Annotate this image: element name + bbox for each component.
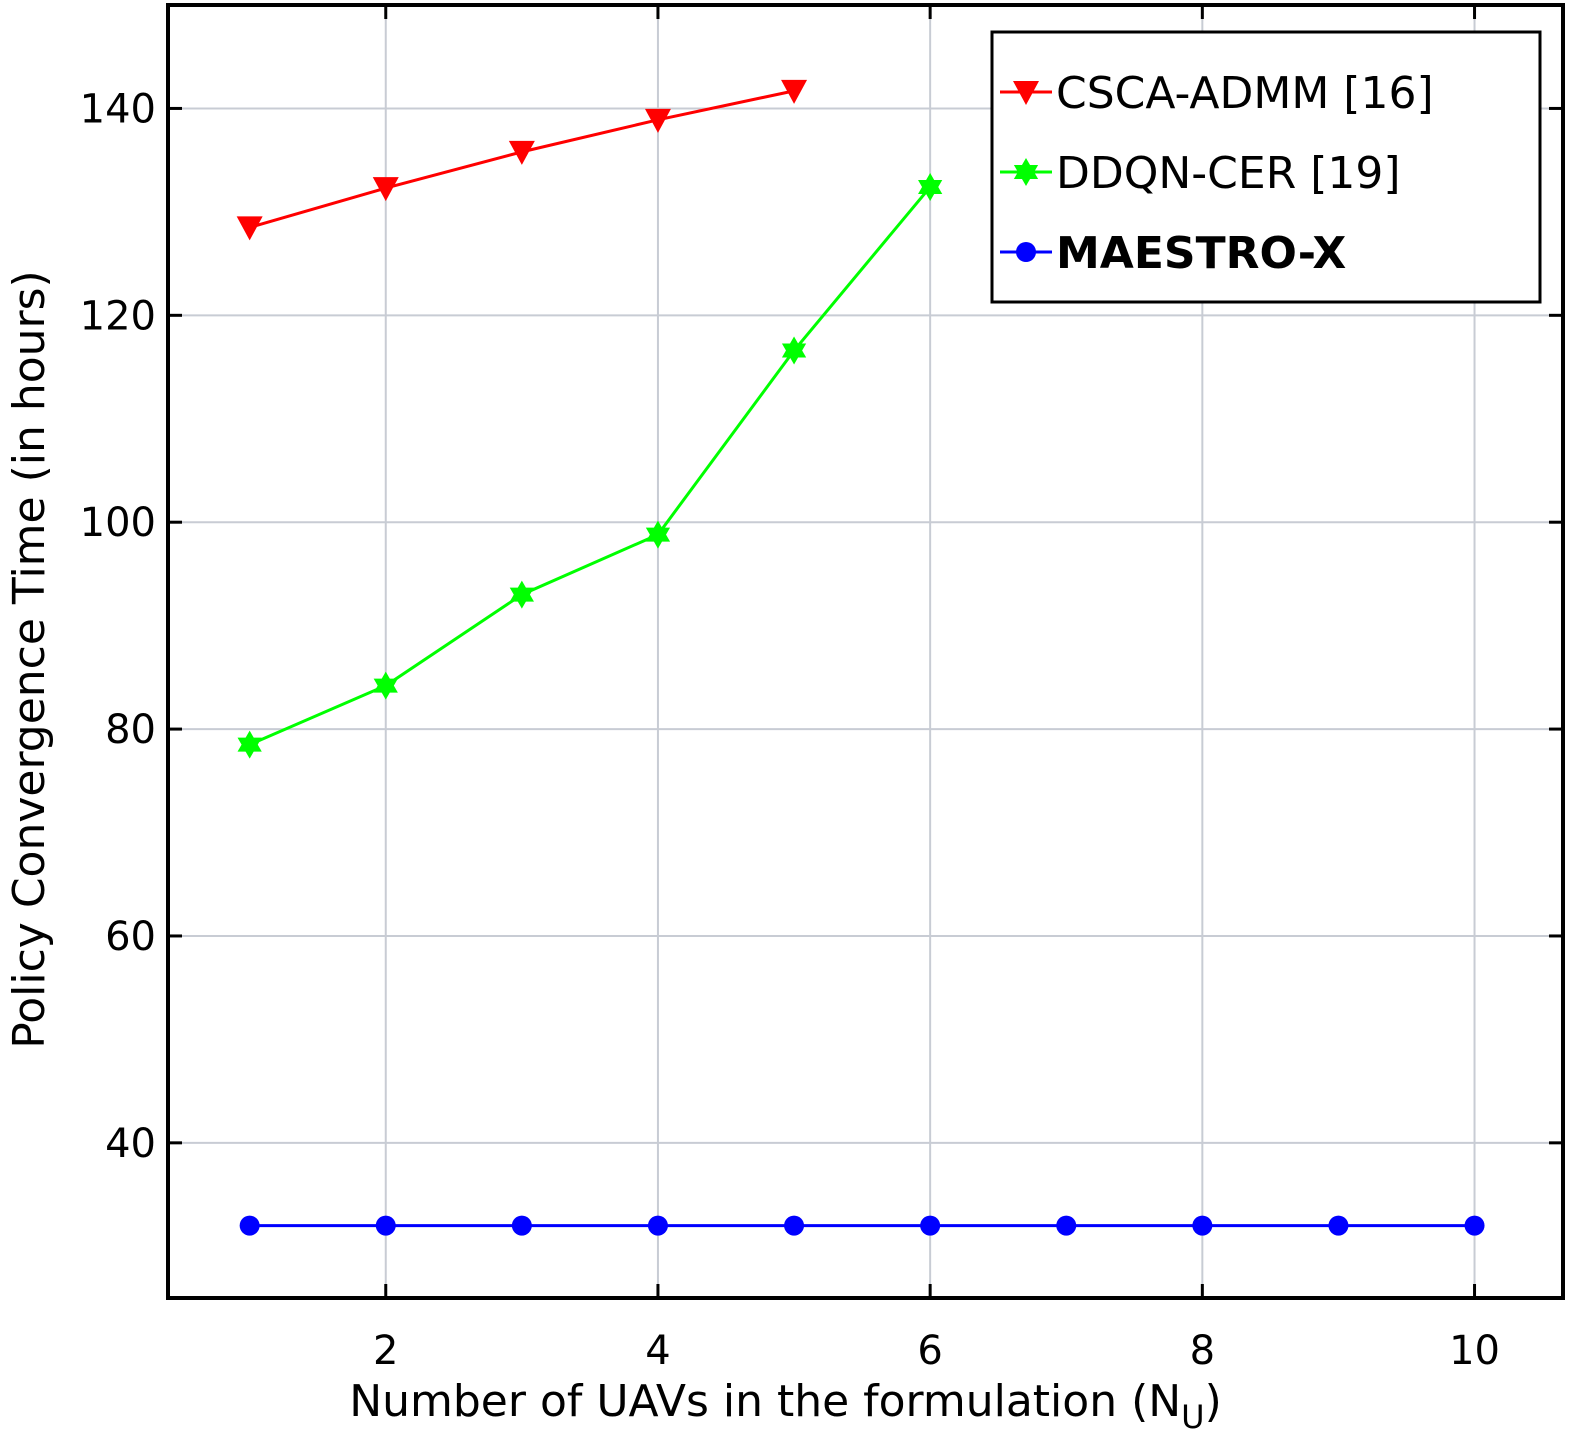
- series-layer: [236, 79, 1485, 1236]
- legend-label: CSCA-ADMM [16]: [1056, 68, 1434, 119]
- data-point: [373, 678, 398, 700]
- legend-box: [990, 30, 1542, 304]
- y-axis-title: Policy Convergence Time (in hours): [4, 270, 55, 1048]
- data-point: [781, 343, 807, 365]
- series-line: [249, 186, 932, 746]
- x-axis-title-subscript: U: [1181, 1398, 1204, 1434]
- y-tick-label: 60: [105, 914, 156, 960]
- y-tick-label: 80: [105, 707, 156, 753]
- data-point: [1328, 1215, 1349, 1236]
- data-point: [784, 1215, 805, 1236]
- data-point: [645, 527, 671, 549]
- data-point: [918, 180, 943, 202]
- data-point: [781, 79, 808, 104]
- data-point: [239, 1215, 260, 1236]
- legend-marker: [1013, 165, 1039, 186]
- legend-item: CSCA-ADMM [16]: [1000, 68, 1434, 119]
- data-point: [372, 177, 399, 202]
- series-1: [236, 79, 808, 241]
- x-tick-label: 2: [373, 1328, 398, 1374]
- data-point: [375, 1215, 396, 1236]
- series-2: [237, 173, 943, 759]
- data-point: [237, 737, 262, 759]
- plot-area-frame: [166, 3, 1565, 1300]
- y-tick-label: 100: [80, 500, 156, 546]
- legend-item: DDQN-CER [19]: [1000, 148, 1401, 199]
- data-point: [509, 587, 534, 609]
- legend-item: MAESTRO-X: [1000, 228, 1346, 279]
- legend-marker: [1013, 81, 1039, 105]
- x-tick-label: 6: [917, 1328, 942, 1374]
- data-point: [511, 1215, 532, 1236]
- data-point: [236, 216, 263, 241]
- x-tick-label: 4: [645, 1328, 670, 1374]
- data-point: [1464, 1215, 1485, 1236]
- x-axis-title-main: Number of UAVs in the formulation (N: [349, 1376, 1181, 1427]
- data-point: [644, 108, 671, 133]
- x-tick-label: 10: [1449, 1328, 1500, 1374]
- x-axis-title: Number of UAVs in the formulation (NU): [349, 1376, 1222, 1434]
- data-point: [508, 140, 535, 165]
- y-tick-label: 40: [105, 1121, 156, 1167]
- legend-label: MAESTRO-X: [1056, 228, 1346, 279]
- data-point: [920, 1215, 941, 1236]
- data-point: [1056, 1215, 1077, 1236]
- series-3: [239, 1215, 1485, 1236]
- y-tick-label: 120: [80, 293, 156, 339]
- data-point: [1192, 1215, 1213, 1236]
- data-point: [647, 1215, 668, 1236]
- axis-ticks: 2 4 6 8 10 40 60 80 100 120 140: [80, 5, 1563, 1374]
- x-axis-title-close: ): [1205, 1376, 1222, 1427]
- x-tick-label: 8: [1190, 1328, 1215, 1374]
- grid: [168, 5, 1563, 1298]
- legend-marker: [1016, 242, 1036, 262]
- y-tick-label: 140: [80, 86, 156, 132]
- legend-label: DDQN-CER [19]: [1056, 148, 1401, 199]
- legend: CSCA-ADMM [16] DDQN-CER [19] MAESTRO-X: [990, 30, 1542, 304]
